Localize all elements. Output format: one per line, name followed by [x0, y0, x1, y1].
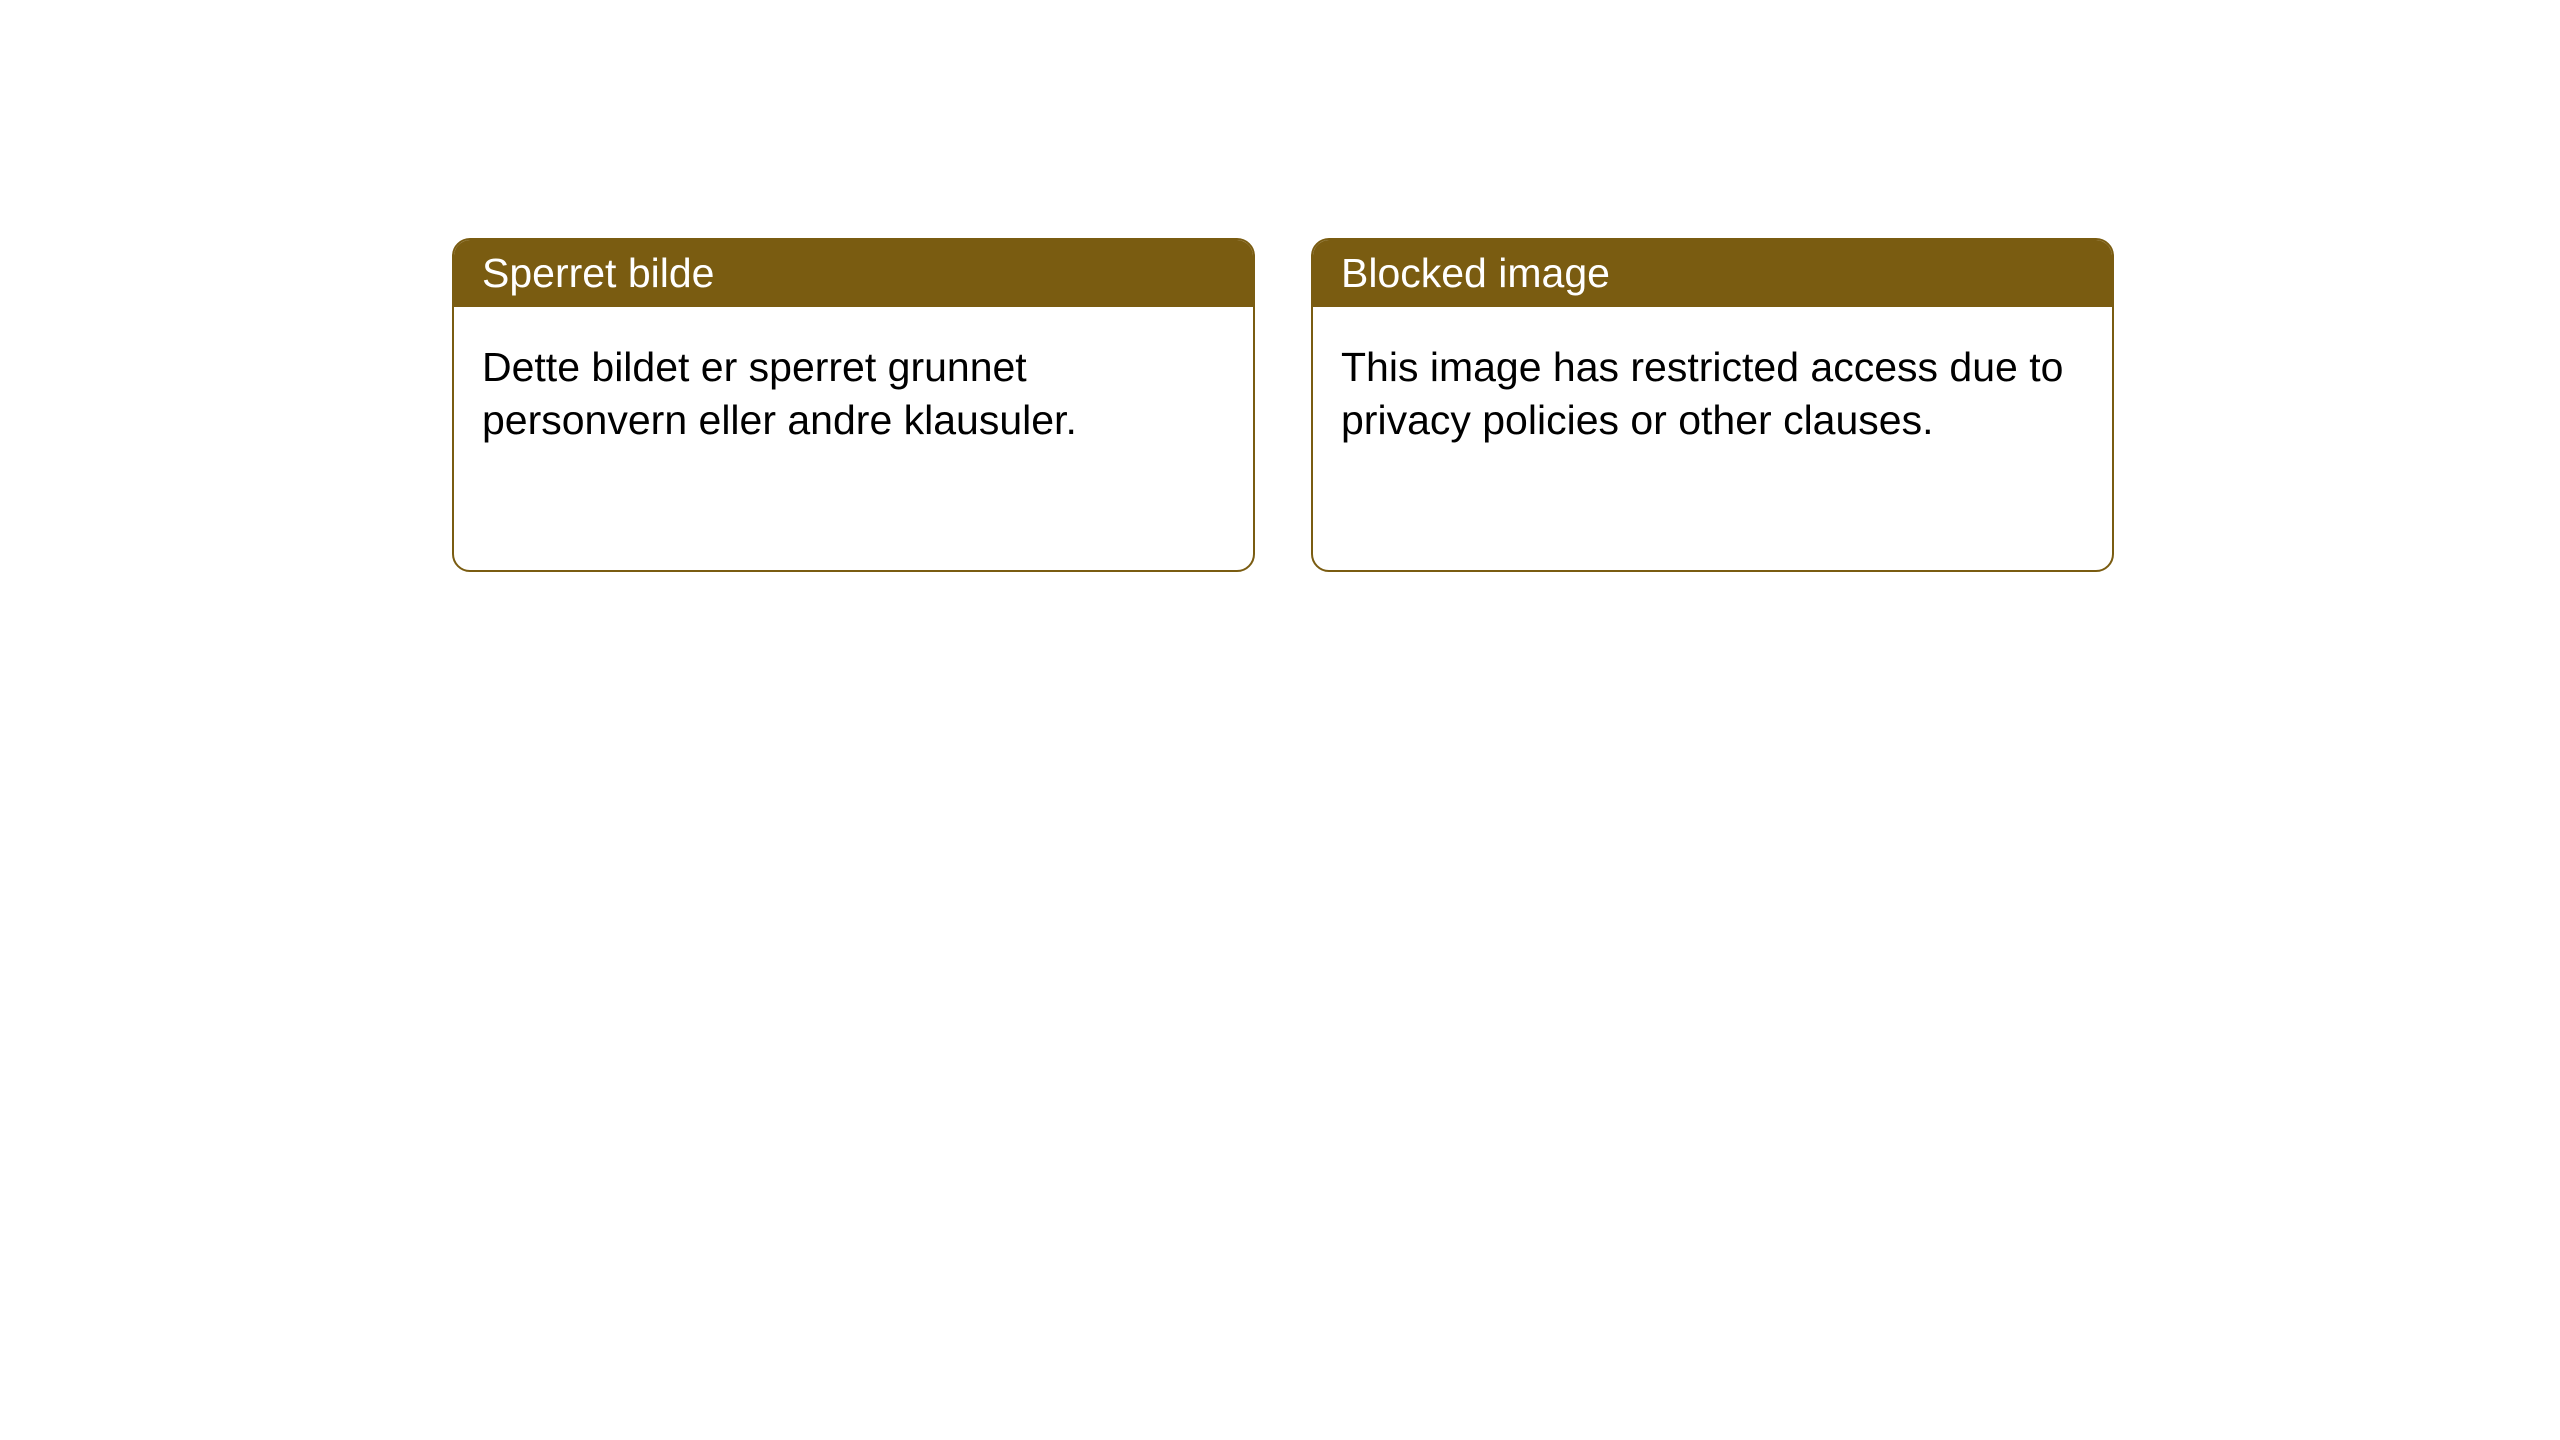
- notice-header-en: Blocked image: [1313, 240, 2112, 307]
- notice-header-no: Sperret bilde: [454, 240, 1253, 307]
- notice-container: Sperret bilde Dette bildet er sperret gr…: [0, 0, 2560, 572]
- notice-card-no: Sperret bilde Dette bildet er sperret gr…: [452, 238, 1255, 572]
- notice-body-en: This image has restricted access due to …: [1313, 307, 2112, 480]
- notice-card-en: Blocked image This image has restricted …: [1311, 238, 2114, 572]
- notice-body-no: Dette bildet er sperret grunnet personve…: [454, 307, 1253, 480]
